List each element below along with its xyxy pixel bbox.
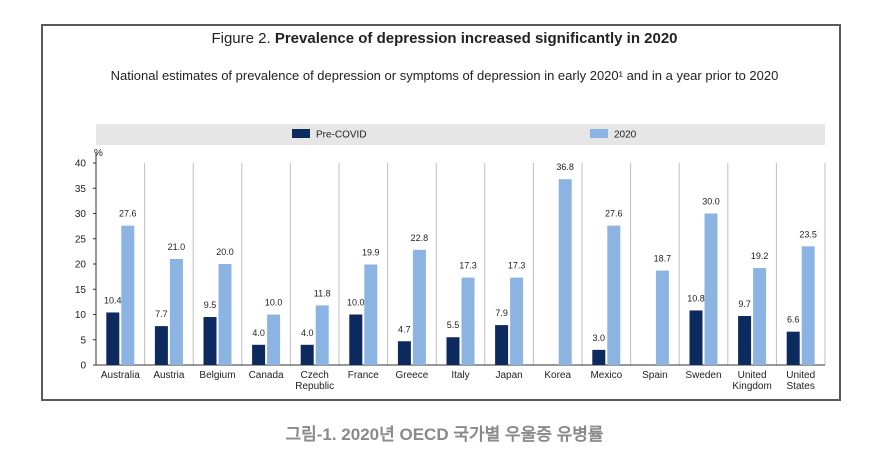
data-label-pre-covid: 4.0: [252, 328, 265, 338]
bar-2020: [607, 225, 621, 365]
x-tick-label: Japan: [495, 370, 522, 381]
data-label-2020: 23.5: [799, 229, 817, 239]
bar-pre-covid: [689, 310, 703, 365]
y-tick-label: 25: [75, 234, 87, 245]
bar-2020: [121, 225, 135, 365]
bar-pre-covid: [786, 331, 800, 365]
figure-title: Figure 2. Prevalence of depression incre…: [0, 30, 889, 47]
data-label-pre-covid: 4.7: [398, 324, 411, 334]
y-tick-label: 10: [75, 310, 87, 321]
bar-2020: [461, 277, 475, 365]
x-tick-label: Italy: [451, 370, 469, 381]
figure-subtitle: National estimates of prevalence of depr…: [110, 68, 779, 83]
data-label-2020: 17.3: [508, 261, 526, 271]
data-label-pre-covid: 6.6: [787, 315, 800, 325]
x-tick-label: Australia: [101, 370, 140, 381]
data-label-2020: 19.2: [751, 251, 769, 261]
x-tick-label: Canada: [249, 370, 284, 381]
figure-caption: 그림-1. 2020년 OECD 국가별 우울증 유병률: [285, 425, 604, 444]
data-label-pre-covid: 7.9: [495, 308, 508, 318]
bar-2020: [169, 258, 183, 365]
legend-background: [96, 124, 825, 145]
data-label-pre-covid: 10.8: [687, 293, 705, 303]
data-label-pre-covid: 10.4: [104, 295, 122, 305]
bar-pre-covid: [203, 317, 217, 365]
data-label-2020: 36.8: [556, 162, 574, 172]
data-label-2020: 18.7: [654, 254, 672, 264]
bar-2020: [558, 179, 572, 365]
data-label-pre-covid: 3.0: [593, 333, 606, 343]
bar-pre-covid: [252, 344, 266, 365]
x-tick-label: Greece: [396, 370, 429, 381]
legend-swatch-pre-covid: [292, 129, 310, 138]
y-tick-label: 0: [80, 361, 86, 372]
data-label-2020: 19.9: [362, 248, 380, 258]
figure-number: Figure 2.: [211, 30, 271, 47]
legend-label-pre-covid: Pre-COVID: [316, 130, 367, 141]
x-tick-label: Sweden: [685, 370, 721, 381]
x-tick-label: United: [786, 370, 815, 381]
y-tick-label: 20: [75, 260, 87, 271]
data-label-2020: 20.0: [216, 247, 234, 257]
bar-2020: [267, 314, 281, 365]
x-tick-label: Belgium: [199, 370, 235, 381]
data-label-2020: 27.6: [119, 209, 137, 219]
y-tick-label: 35: [75, 184, 87, 195]
legend-label-2020: 2020: [614, 130, 637, 141]
bar-2020: [510, 277, 524, 365]
data-label-2020: 17.3: [459, 261, 477, 271]
bar-pre-covid: [446, 337, 460, 365]
data-label-pre-covid: 9.5: [204, 300, 217, 310]
figure-title-text: Prevalence of depression increased signi…: [274, 30, 678, 47]
bar-pre-covid: [495, 325, 509, 365]
y-tick-label: 15: [75, 285, 87, 296]
x-tick-label: Austria: [153, 370, 185, 381]
data-label-2020: 21.0: [168, 242, 186, 252]
bar-pre-covid: [154, 326, 168, 365]
x-tick-label: Republic: [295, 381, 334, 392]
data-label-pre-covid: 10.0: [347, 298, 365, 308]
x-tick-label: United: [738, 370, 767, 381]
y-tick-label: 40: [75, 159, 87, 170]
bar-2020: [801, 246, 815, 365]
data-label-pre-covid: 4.0: [301, 328, 314, 338]
x-tick-label: Korea: [544, 370, 571, 381]
x-tick-label: Kingdom: [732, 381, 771, 392]
bar-2020: [753, 268, 767, 365]
x-tick-label: States: [787, 381, 815, 392]
data-label-pre-covid: 9.7: [738, 299, 751, 309]
bar-pre-covid: [397, 341, 411, 365]
data-label-2020: 22.8: [411, 233, 429, 243]
y-unit-label: %: [94, 148, 103, 159]
x-tick-label: France: [348, 370, 380, 381]
x-tick-label: Mexico: [590, 370, 622, 381]
data-label-2020: 11.8: [314, 288, 331, 298]
y-tick-label: 30: [75, 209, 87, 220]
y-tick-label: 5: [80, 335, 86, 346]
x-tick-label: Spain: [642, 370, 668, 381]
bar-2020: [704, 213, 718, 365]
bar-2020: [364, 264, 378, 365]
legend-swatch-2020: [590, 129, 608, 138]
bar-2020: [315, 305, 329, 365]
bar-pre-covid: [106, 312, 120, 365]
data-label-pre-covid: 5.5: [447, 320, 460, 330]
data-label-2020: 10.0: [265, 298, 283, 308]
bar-2020: [218, 264, 232, 365]
bar-2020: [412, 249, 426, 365]
bar-pre-covid: [738, 316, 752, 365]
data-label-2020: 30.0: [702, 197, 720, 207]
bar-pre-covid: [592, 349, 606, 365]
data-label-2020: 27.6: [605, 209, 623, 219]
bar-2020: [655, 270, 669, 365]
bar-pre-covid: [349, 314, 363, 365]
bar-pre-covid: [300, 344, 314, 365]
x-tick-label: Czech: [301, 370, 329, 381]
data-label-pre-covid: 7.7: [155, 309, 168, 319]
